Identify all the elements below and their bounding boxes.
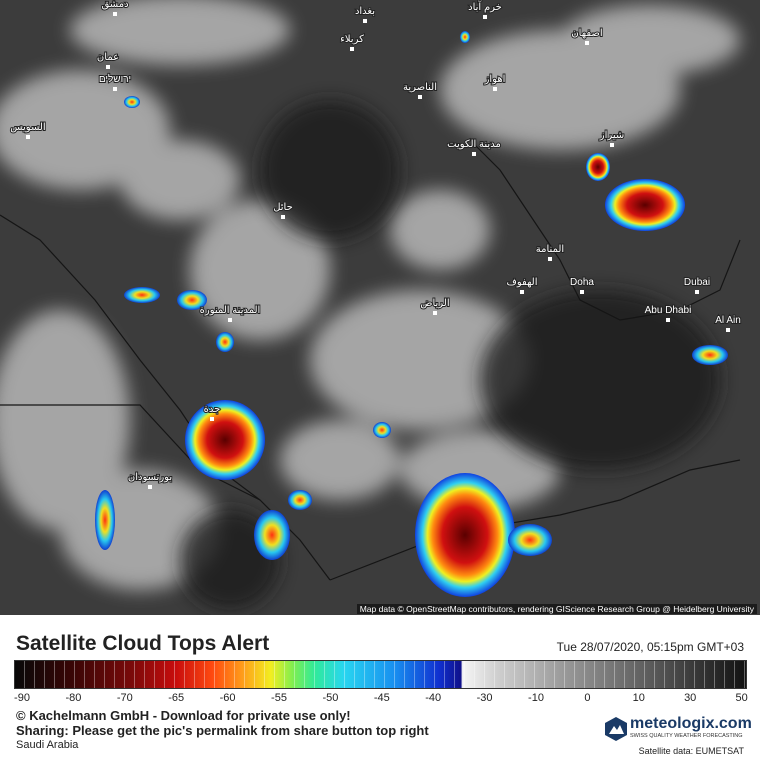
city-marker	[580, 290, 584, 294]
city-marker	[26, 135, 30, 139]
scale-tick-label: -40	[425, 692, 442, 704]
scale-tick-label: -10	[528, 692, 544, 704]
city-label: اهواز	[484, 74, 506, 85]
color-scale	[14, 660, 747, 689]
sharing-note: Sharing: Please get the pic's permalink …	[16, 723, 429, 738]
scale-tick-label: 50	[735, 692, 748, 704]
city-label: المنامة	[536, 244, 564, 255]
copyright: © Kachelmann GmbH - Download for private…	[16, 708, 351, 723]
city-marker	[113, 12, 117, 16]
city-label: اصفهان	[571, 28, 602, 39]
scale-tick-label: -55	[271, 692, 287, 704]
scale-tick-label: 10	[632, 692, 645, 704]
scale-tick-label: -50	[322, 692, 339, 704]
timestamp: Tue 28/07/2020, 05:15pm GMT+03	[556, 640, 744, 654]
city-marker	[228, 318, 232, 322]
city-marker	[493, 87, 497, 91]
scale-tick-label: -70	[116, 692, 133, 704]
city-marker	[483, 15, 487, 19]
scale-tick-label: -65	[168, 692, 185, 704]
city-label: Al Ain	[715, 315, 741, 326]
city-marker	[363, 19, 367, 23]
city-label: Doha	[570, 277, 594, 288]
map-attribution: Map data © OpenStreetMap contributors, r…	[356, 604, 757, 614]
data-source: Satellite data: EUMETSAT	[638, 746, 744, 756]
city-marker	[418, 95, 422, 99]
city-label: بورتسودان	[128, 472, 172, 483]
city-marker	[281, 215, 285, 219]
scale-tick-label: 30	[684, 692, 697, 704]
city-label: السويس	[10, 122, 45, 133]
legend-title: Satellite Cloud Tops Alert	[16, 632, 270, 655]
city-marker	[585, 41, 589, 45]
city-label: كربلاء	[340, 34, 364, 45]
city-marker	[666, 318, 670, 322]
city-label: الهفوف	[506, 277, 537, 288]
city-label: ירושלים	[99, 73, 131, 85]
scale-tick-label: -45	[373, 692, 390, 704]
scale-tick-label: -90	[14, 692, 30, 704]
scale-tick-label: 0	[584, 692, 591, 704]
tagline: SWISS QUALITY WEATHER FORECASTING	[630, 733, 743, 739]
city-label: حائل	[273, 202, 293, 213]
city-label: خرم آباد	[468, 0, 502, 13]
city-marker	[433, 311, 437, 315]
city-marker	[113, 87, 117, 91]
city-label: مدينة الكويت	[447, 139, 501, 150]
city-marker	[106, 65, 110, 69]
city-marker	[210, 417, 214, 421]
city-label: شيراز	[599, 130, 625, 141]
logo-icon	[605, 717, 627, 741]
city-marker	[695, 290, 699, 294]
city-label: الرياض	[420, 298, 449, 309]
satellite-map: دمشق بغداد كربلاء عمان ירושלים السويس الناصرية…	[0, 0, 760, 615]
city-label: Dubai	[684, 277, 710, 288]
city-marker	[548, 257, 552, 261]
city-label: جدة	[204, 404, 221, 415]
city-marker	[472, 152, 476, 156]
city-label: عمان	[97, 52, 119, 63]
city-marker	[726, 328, 730, 332]
city-marker	[610, 143, 614, 147]
city-label: المدينة المنورة	[200, 305, 261, 316]
city-marker	[148, 485, 152, 489]
city-label: Abu Dhabi	[645, 305, 692, 316]
scale-tick-label: -80	[65, 692, 82, 704]
scale-tick-label: -60	[219, 692, 236, 704]
logo: meteologix.com	[630, 715, 752, 732]
city-marker	[520, 290, 524, 294]
city-label: دمشق	[101, 0, 128, 10]
region: Saudi Arabia	[16, 739, 79, 751]
city-marker	[350, 47, 354, 51]
city-label: بغداد	[355, 6, 375, 17]
city-label: الناصرية	[403, 82, 437, 93]
scale-tick-label: -30	[476, 692, 493, 704]
